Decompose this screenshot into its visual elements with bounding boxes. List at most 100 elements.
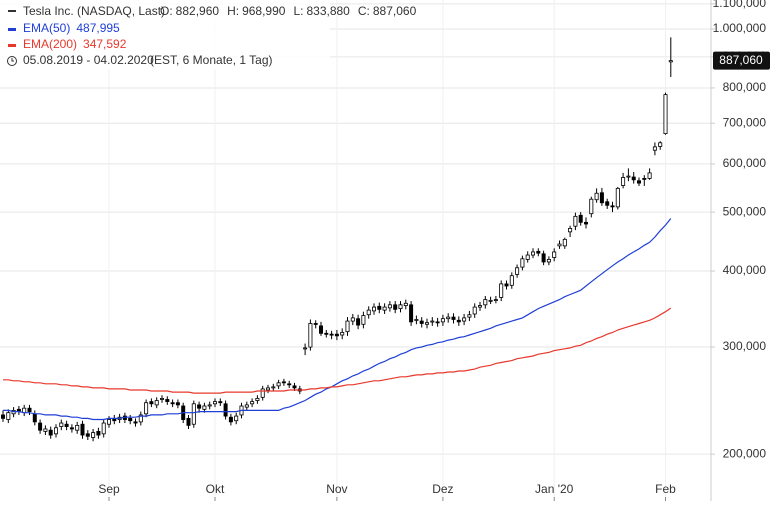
candle bbox=[382, 303, 387, 314]
candle bbox=[32, 410, 37, 426]
header-icon bbox=[8, 10, 16, 12]
candle-body bbox=[255, 397, 260, 401]
candle-body bbox=[154, 400, 159, 406]
candle-body bbox=[202, 405, 207, 410]
y-axis: 200,000 300,000 400,000 500,000 600,000 700,0… bbox=[711, 0, 770, 460]
candle-body bbox=[228, 416, 233, 423]
candle bbox=[456, 316, 461, 326]
candle-body bbox=[287, 383, 292, 386]
candle-body bbox=[668, 60, 673, 63]
candle bbox=[642, 175, 647, 186]
candle bbox=[403, 299, 408, 310]
ema-line bbox=[3, 218, 672, 421]
candle-body bbox=[626, 175, 631, 178]
candle-body bbox=[472, 306, 477, 315]
candle-body bbox=[403, 302, 408, 306]
candle bbox=[287, 380, 292, 388]
candle-body bbox=[568, 228, 573, 233]
legend-swatch bbox=[8, 44, 16, 47]
candle-body bbox=[584, 221, 589, 225]
candle bbox=[308, 319, 313, 351]
y-tick-label: 400,000 bbox=[723, 263, 767, 277]
candle bbox=[658, 141, 663, 150]
y-tick-label: 600,000 bbox=[723, 156, 767, 170]
candle-body bbox=[652, 146, 657, 151]
x-tick-label: Dez bbox=[432, 482, 453, 496]
candle-body bbox=[424, 322, 429, 325]
candle-body bbox=[345, 320, 350, 333]
candle-body bbox=[504, 283, 509, 287]
candle-body bbox=[483, 299, 488, 306]
candle-body bbox=[419, 320, 424, 324]
candle bbox=[340, 328, 345, 340]
candle-body bbox=[552, 251, 557, 258]
candle-body bbox=[318, 325, 323, 334]
candle bbox=[589, 196, 594, 218]
price-tag bbox=[713, 51, 770, 70]
candle-body bbox=[75, 424, 80, 431]
y-tick-label: 1.000,000 bbox=[713, 21, 767, 35]
x-tick-label: Sep bbox=[98, 482, 120, 496]
candle-body bbox=[59, 422, 64, 427]
candle bbox=[154, 397, 159, 409]
candle bbox=[647, 168, 652, 180]
candle bbox=[615, 186, 620, 210]
candle bbox=[69, 424, 74, 433]
quote-key: C: bbox=[358, 4, 370, 18]
y-tick-label: 1.100,000 bbox=[713, 0, 767, 10]
date-range: 05.08.2019 - 04.02.2020 bbox=[23, 53, 154, 67]
candle-body bbox=[101, 422, 106, 435]
candle-body bbox=[281, 381, 286, 384]
clock-icon bbox=[7, 56, 17, 66]
candle bbox=[525, 251, 530, 263]
candle-body bbox=[27, 407, 32, 412]
x-tick-label: Jan '20 bbox=[535, 482, 574, 496]
candle bbox=[631, 171, 636, 184]
candle-body bbox=[451, 316, 456, 320]
candle-body bbox=[276, 382, 281, 387]
candle-body bbox=[615, 187, 620, 208]
candle-body bbox=[371, 306, 376, 312]
candle bbox=[271, 383, 276, 392]
candle bbox=[223, 400, 228, 420]
x-tick-label: Nov bbox=[326, 482, 347, 496]
candle-body bbox=[32, 413, 37, 423]
candle bbox=[43, 425, 48, 436]
date-note: (EST, 6 Monate, 1 Tag) bbox=[150, 53, 273, 67]
candle-body bbox=[658, 142, 663, 147]
candle-body bbox=[64, 423, 69, 427]
candle-body bbox=[546, 259, 551, 263]
ema-line bbox=[3, 307, 672, 394]
candle bbox=[159, 395, 164, 403]
candle-body bbox=[128, 417, 133, 422]
candle bbox=[573, 212, 578, 231]
candle bbox=[366, 306, 371, 319]
legend-label: EMA(200) bbox=[23, 37, 77, 51]
candle-body bbox=[69, 427, 74, 430]
candle-body bbox=[531, 251, 536, 256]
candle-body bbox=[329, 333, 334, 336]
candle bbox=[329, 330, 334, 340]
candle-body bbox=[170, 402, 175, 405]
title: Tesla Inc. (NASDAQ, Last) bbox=[23, 4, 165, 18]
candle-body bbox=[467, 314, 472, 318]
quote-key: L: bbox=[293, 4, 303, 18]
candle bbox=[281, 378, 286, 386]
candle bbox=[234, 412, 239, 425]
candle bbox=[562, 237, 567, 249]
candle bbox=[101, 419, 106, 438]
candle bbox=[605, 198, 610, 209]
legend-value: 487,995 bbox=[76, 21, 120, 35]
candle bbox=[345, 317, 350, 336]
candle bbox=[6, 409, 11, 424]
candle bbox=[621, 172, 626, 189]
candle bbox=[409, 301, 414, 326]
x-tick-label: Feb bbox=[655, 482, 676, 496]
clock-hands bbox=[11, 58, 14, 62]
candle-body bbox=[43, 428, 48, 432]
candle-body bbox=[377, 305, 382, 310]
candle-body bbox=[303, 347, 308, 350]
candle bbox=[557, 240, 562, 249]
quote-value: 882,960 bbox=[176, 4, 220, 18]
